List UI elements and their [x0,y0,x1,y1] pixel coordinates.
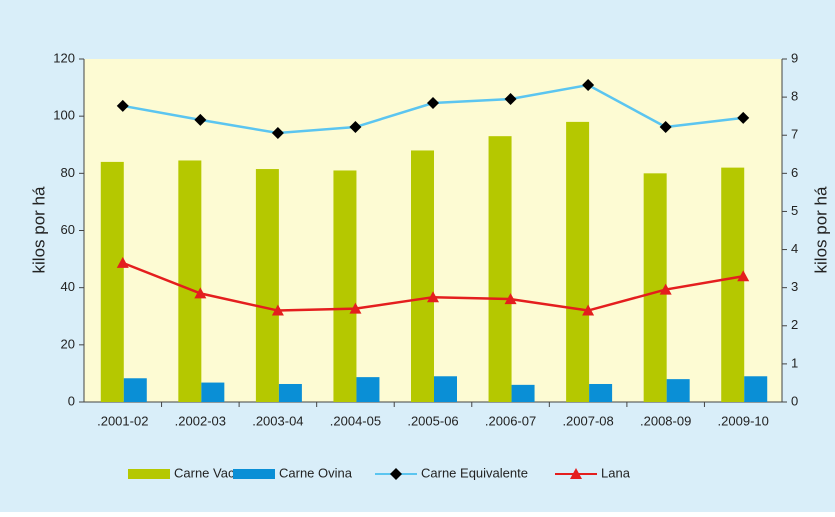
y-axis-label: kilos por há [29,186,48,273]
bar [255,169,279,402]
point [504,293,517,305]
point [271,304,284,316]
point [737,111,750,124]
bar [201,382,225,402]
bar [511,384,535,402]
x-tick-label: .2009-10 [718,413,769,428]
legend-label: Lana [601,465,631,480]
y-tick-label: 20 [61,336,75,351]
bar [666,379,690,402]
y2-tick-label: 9 [791,50,798,65]
bar [178,160,202,402]
y2-tick-label: 8 [791,89,798,104]
point [659,283,672,295]
y-tick-label: 0 [68,393,75,408]
point [194,113,207,126]
point [390,468,402,480]
bar [411,150,434,402]
legend-swatch [233,469,275,479]
bar [356,377,380,402]
y2-tick-label: 6 [791,165,798,180]
point [504,93,517,106]
point [349,302,362,314]
bar [100,161,124,402]
x-tick-label: .2003-04 [252,413,303,428]
point [737,270,750,282]
y2-tick-label: 0 [791,393,798,408]
point [570,468,582,479]
point [194,287,207,299]
legend-label: Carne Equivalente [421,465,528,480]
x-tick-label: .2005-06 [407,413,458,428]
y2-tick-label: 1 [791,355,798,370]
bar [744,376,768,402]
point [116,256,129,268]
point [271,127,284,140]
bar [643,173,667,402]
x-tick-label: .2002-03 [175,413,226,428]
point [659,121,672,134]
y2-tick-label: 4 [791,241,798,256]
point [582,304,595,316]
y2-tick-label: 5 [791,203,798,218]
bar [123,378,147,402]
point [427,291,439,303]
bar [721,167,745,402]
x-tick-label: .2007-08 [562,413,613,428]
x-tick-label: .2008-09 [640,413,691,428]
legend-swatch [128,469,170,479]
bar [333,170,357,402]
y-tick-label: 120 [53,50,75,65]
y2-tick-label: 3 [791,279,798,294]
point [427,97,439,110]
y2-axis-label: kilos por há [811,186,830,273]
bar [434,376,457,402]
y-tick-label: 60 [61,222,75,237]
y-tick-label: 100 [53,108,75,123]
y-tick-label: 80 [61,165,75,180]
bar [589,383,613,402]
y2-tick-label: 7 [791,127,798,142]
point [582,79,595,92]
y-tick-label: 40 [61,279,75,294]
y2-tick-label: 2 [791,317,798,332]
legend-label: Carne Ovina [279,465,353,480]
x-tick-label: .2004-05 [330,413,381,428]
bar [488,136,512,403]
point [349,121,362,134]
bar [278,383,302,402]
x-tick-label: .2001-02 [97,413,148,428]
point [116,99,129,112]
x-tick-label: .2006-07 [485,413,536,428]
bar [566,121,590,402]
